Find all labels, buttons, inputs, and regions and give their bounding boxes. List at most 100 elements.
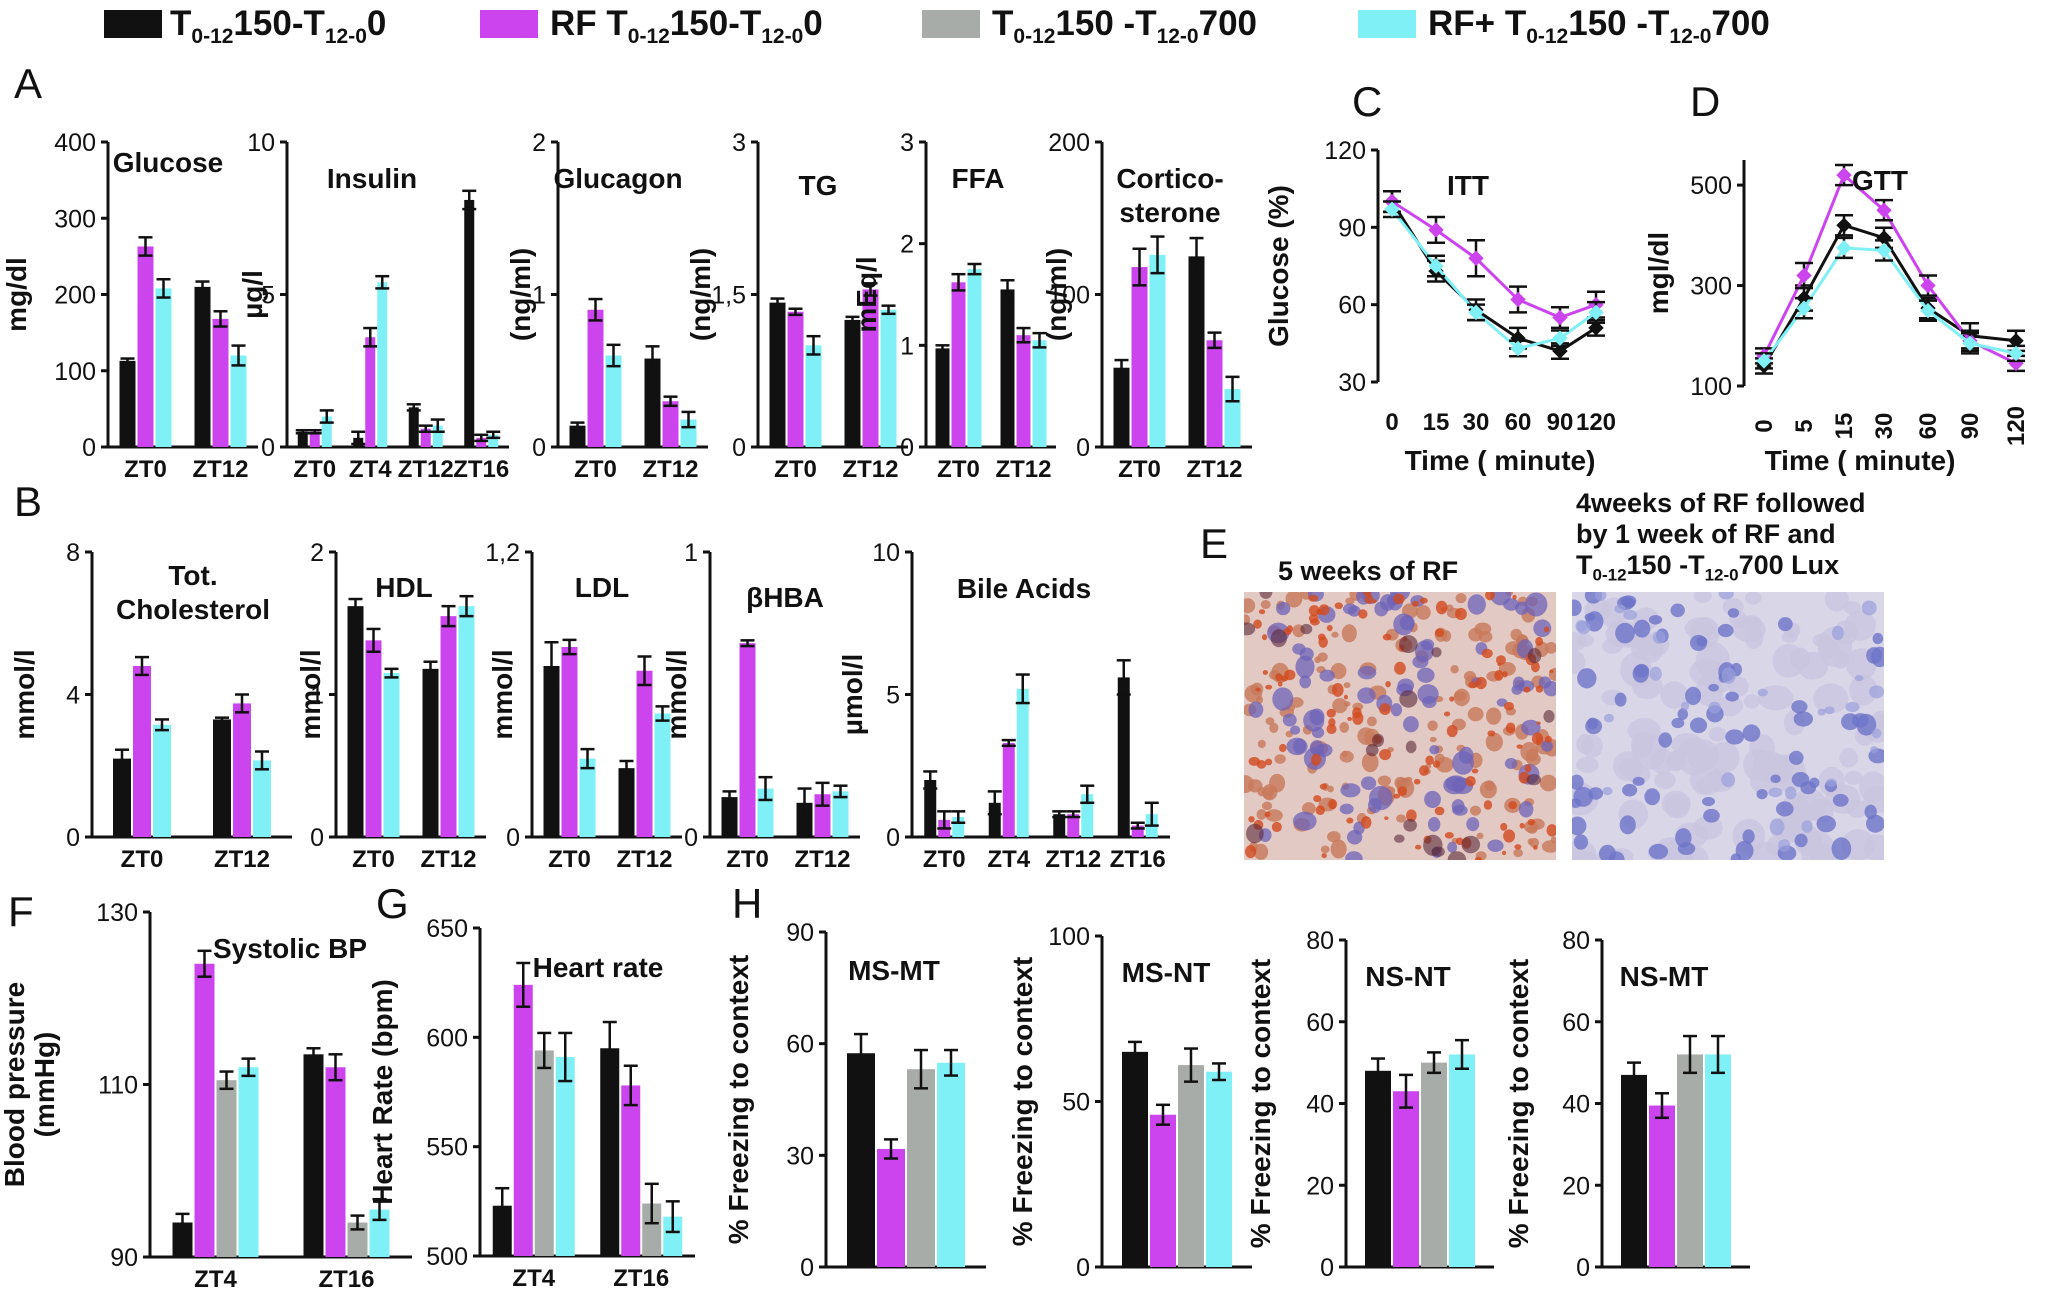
x-tick-label: 120 [1576,409,1616,436]
series-line [1390,200,1597,353]
nucleus [1703,808,1720,823]
lipid-droplet [1524,764,1532,773]
nucleus [1403,716,1419,733]
data-point [1588,304,1604,321]
y-tick-label: 300 [54,205,96,233]
lipid-droplet [1549,669,1554,674]
x-tick-label: ZT12 [794,846,850,873]
x-tick-label: ZT4 [349,456,392,483]
y-tick-label: 2 [532,129,546,157]
nucleus [1538,676,1552,689]
lipid-droplet [1406,809,1417,822]
nucleus [1791,700,1808,714]
bar [935,348,950,447]
nucleus [1487,839,1504,853]
nucleus [1572,774,1584,790]
y-tick-label: 2 [310,539,324,567]
bar [1113,367,1130,447]
photo-caption-right: 4weeks of RF followed by 1 week of RF an… [1576,488,1866,585]
lipid-droplet [1541,840,1556,853]
lipid-droplet [1434,628,1445,638]
chart-b2: 0 1 2 ZT0 ZT12 HDL mmol/l [295,539,486,873]
x-tick-label: ZT0 [352,846,395,873]
bar [303,1054,324,1257]
dark-stain [1393,834,1405,843]
lipid-droplet [1444,831,1454,839]
lipid-droplet [1434,806,1445,816]
bar [951,282,966,447]
x-axis-label: Time ( minute) [1405,445,1596,476]
nucleus [1443,776,1466,795]
y-tick-label: 1 [900,332,914,360]
lipid-droplet [1510,628,1523,641]
nucleus [1340,783,1361,798]
lipid-droplet [1485,732,1503,752]
lipid-droplet [1286,625,1293,633]
chart-title: NS-NT [1365,961,1451,992]
cell-cytoplasm [1693,592,1712,604]
nucleus [1757,688,1768,697]
chart-a2: 0 5 10 ZT0 ZT4 ZT12 ZT16 Insulin µg/l [237,129,509,483]
nucleus [1784,786,1797,800]
nucleus [1816,815,1836,833]
data-point [1428,222,1444,238]
lipid-droplet [1343,694,1348,700]
bar [365,337,376,447]
lipid-droplet [1343,701,1351,707]
y-tick-label: 0 [1076,1254,1090,1282]
nucleus [1604,713,1614,723]
nucleus [1623,609,1638,621]
lipid-droplet [1485,592,1496,601]
y-axis-label: % Freezing to context [723,955,754,1244]
lipid-droplet [1318,636,1328,648]
y-tick-label: 0 [66,824,80,852]
lipid-droplet [1285,592,1303,608]
data-point [1552,309,1568,326]
cell-cytoplasm [1664,793,1690,819]
nucleus [1727,608,1740,618]
lipid-droplet [1244,614,1251,626]
nucleus [1718,592,1734,600]
lipid-droplet [1253,619,1262,629]
nucleus [1503,598,1520,611]
x-tick-label: ZT0 [774,456,817,483]
lipid-droplet [1318,604,1330,616]
cell-cytoplasm [1739,615,1763,632]
bar [233,703,251,837]
y-tick-label: 500 [1690,172,1732,200]
bar [636,670,653,837]
dark-stain [1246,823,1264,844]
nucleus [1357,665,1377,680]
lipid-droplet [1494,670,1504,681]
nucleus [1504,758,1518,769]
nucleus [1427,816,1441,832]
bar [1150,1114,1176,1267]
chart-title: MS-NT [1122,957,1211,988]
data-point [1468,250,1484,266]
cell-cytoplasm [1576,734,1594,755]
y-tick-label: 20 [1562,1172,1590,1200]
nucleus [1512,676,1525,691]
bar [1365,1070,1391,1267]
legend-label-4: RF+ T0-12150 -T12-0700 [1428,4,1770,48]
bar [155,288,172,447]
chart-h2: 0 50 100 MS-NT % Freezing to context [1007,923,1252,1282]
y-tick-label: 3 [732,129,746,157]
nucleus [1742,829,1755,844]
y-tick-label: 80 [1562,927,1590,955]
bar [844,319,861,447]
chart-a1: 0 100 200 300 400 ZT0 ZT12 Glucose mg/dl [1,129,258,483]
y-tick-label: 0 [886,824,900,852]
dark-stain [1259,592,1273,599]
legend-swatch-black [104,10,162,38]
dark-stain [1270,629,1287,648]
lipid-droplet [1346,817,1354,824]
lipid-droplet [1331,631,1339,638]
bar [422,668,439,837]
y-tick-label: 1,2 [485,539,520,567]
lipid-droplet [1435,757,1454,773]
nucleus [1870,746,1879,754]
histology-photo-rf [1244,592,1556,860]
lipid-droplet [1544,735,1552,743]
nucleus [1397,678,1415,693]
